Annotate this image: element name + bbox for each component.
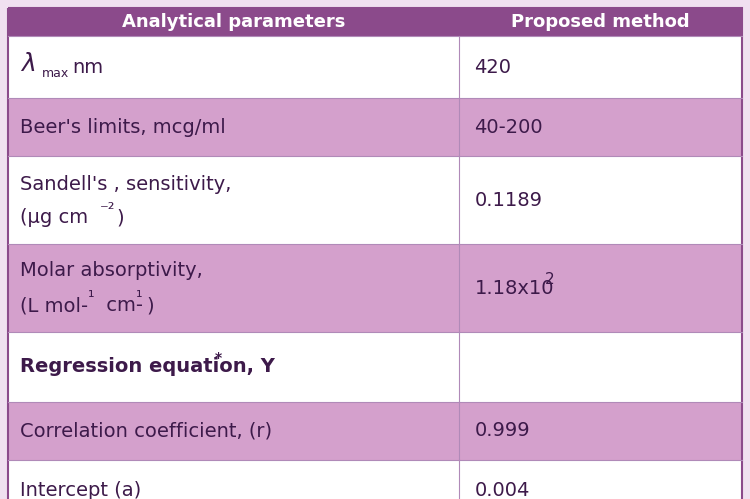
Text: ¹: ¹ (88, 288, 94, 306)
Text: ): ) (116, 208, 124, 227)
Text: ): ) (146, 296, 154, 315)
Text: 1.18x10: 1.18x10 (475, 278, 554, 297)
Text: Proposed method: Proposed method (512, 13, 690, 31)
Text: Correlation coefficient, (r): Correlation coefficient, (r) (20, 422, 272, 441)
Text: 40-200: 40-200 (475, 117, 543, 137)
Text: 0.999: 0.999 (475, 422, 530, 441)
Text: (μg cm: (μg cm (20, 208, 88, 227)
Text: Beer's limits, mcg/ml: Beer's limits, mcg/ml (20, 117, 226, 137)
Bar (8, 402, 742, 460)
Text: cm-: cm- (100, 296, 143, 315)
Text: nm: nm (72, 57, 103, 76)
Bar (8, 460, 742, 499)
Text: 0.004: 0.004 (475, 482, 530, 499)
Bar (8, 244, 742, 332)
Text: Regression equation, Y: Regression equation, Y (20, 357, 274, 377)
Bar (8, 8, 742, 36)
Bar (8, 98, 742, 156)
Text: Sandell's , sensitivity,: Sandell's , sensitivity, (20, 175, 231, 194)
Text: Analytical parameters: Analytical parameters (122, 13, 346, 31)
Text: 420: 420 (475, 57, 512, 76)
Text: max: max (42, 66, 69, 79)
Text: $\lambda$: $\lambda$ (20, 52, 35, 76)
Text: Molar absorptivity,: Molar absorptivity, (20, 261, 203, 280)
Bar (8, 156, 742, 244)
Text: ¹: ¹ (136, 288, 142, 306)
Bar (8, 36, 742, 98)
Text: *: * (215, 351, 222, 365)
Text: 2: 2 (544, 272, 554, 287)
Text: 0.1189: 0.1189 (475, 191, 542, 210)
Text: (L mol-: (L mol- (20, 296, 88, 315)
Text: ⁻²: ⁻² (100, 201, 116, 219)
Bar (8, 332, 742, 402)
Text: Intercept (a): Intercept (a) (20, 482, 141, 499)
